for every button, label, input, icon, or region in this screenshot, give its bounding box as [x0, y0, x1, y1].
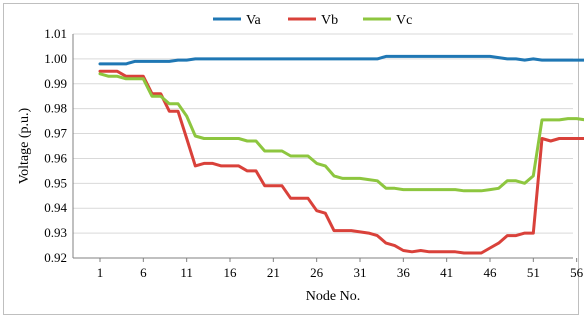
x-tick-label: 6	[140, 265, 147, 280]
y-tick-label: 1.01	[44, 26, 67, 41]
x-tick-label: 1	[97, 265, 104, 280]
series-line-va	[98, 54, 584, 66]
x-tick-label: 51	[527, 265, 540, 280]
x-tick-label: 56	[570, 265, 584, 280]
y-tick-label: 0.99	[44, 76, 67, 91]
y-tick-label: 0.93	[44, 225, 67, 240]
x-tick-label: 11	[180, 265, 193, 280]
y-tick-labels: 0.92 0.93 0.94 0.95 0.96 0.97 0.98 0.99 1.00 1.01	[44, 26, 67, 265]
y-tick-label: 0.94	[44, 200, 67, 215]
legend-label-vb: Vb	[321, 13, 338, 28]
series-line-vb	[98, 69, 584, 255]
y-axis-label: Voltage (p.u.)	[17, 107, 32, 184]
y-tick-label: 0.92	[44, 250, 67, 265]
gridlines	[73, 33, 573, 259]
series-line-vc	[98, 72, 584, 193]
legend: Va Vb Vc	[213, 13, 412, 28]
x-tick-labels: 1 6 11 16 21 26 31 36 41 46 51 56	[97, 258, 584, 280]
x-axis-label: Node No.	[306, 289, 360, 304]
x-tick-label: 31	[354, 265, 367, 280]
series-lines	[98, 54, 584, 255]
y-tick-label: 0.97	[44, 126, 67, 141]
y-tick-label: 1.00	[44, 51, 67, 66]
legend-label-va: Va	[246, 13, 262, 28]
axes	[72, 34, 573, 259]
x-tick-label: 46	[484, 265, 498, 280]
x-tick-label: 26	[310, 265, 324, 280]
x-tick-label: 41	[440, 265, 453, 280]
x-tick-label: 16	[224, 265, 238, 280]
x-tick-label: 21	[267, 265, 280, 280]
y-tick-label: 0.96	[44, 150, 67, 165]
y-tick-label: 0.95	[44, 175, 67, 190]
x-tick-label: 36	[397, 265, 411, 280]
legend-label-vc: Vc	[396, 13, 412, 28]
y-tick-label: 0.98	[44, 101, 67, 116]
